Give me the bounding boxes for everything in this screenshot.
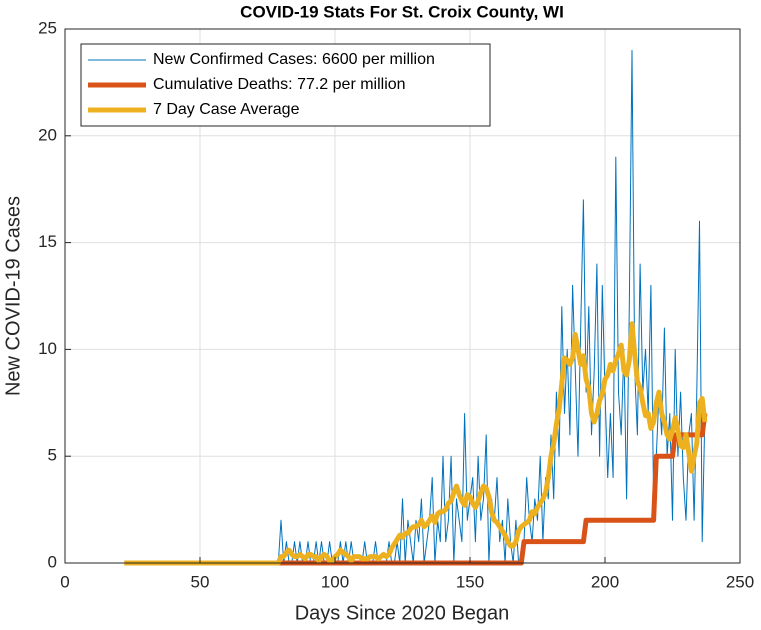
chart-title: COVID-19 Stats For St. Croix County, WI [240, 2, 564, 21]
legend-box [80, 43, 491, 127]
ticks: 0 50 100 150 200 250 0 5 10 15 20 25 [38, 18, 754, 591]
legend-label: 7 Day Case Average [153, 101, 300, 118]
x-tick-label: 100 [321, 572, 349, 591]
x-tick-label: 50 [191, 572, 210, 591]
x-tick-label: 150 [456, 572, 484, 591]
y-axis-label: New COVID-19 Cases [2, 196, 24, 396]
y-tick-label: 5 [48, 446, 57, 465]
axes-box [64, 28, 741, 564]
y-tick-label: 15 [38, 232, 57, 251]
x-tick-label: 200 [591, 572, 619, 591]
legend: New Confirmed Cases: 6600 per million Cum… [80, 43, 491, 127]
y-tick-label: 20 [38, 125, 57, 144]
y-tick-label: 0 [48, 552, 57, 571]
legend-label: New Confirmed Cases: 6600 per million [153, 51, 435, 68]
x-axis-label: Days Since 2020 Began [295, 602, 510, 624]
x-tick-label: 0 [60, 572, 69, 591]
x-tick-label: 250 [726, 572, 754, 591]
legend-label: Cumulative Deaths: 77.2 per million [153, 76, 406, 93]
y-tick-label: 25 [38, 18, 57, 37]
y-tick-label: 10 [38, 339, 57, 358]
